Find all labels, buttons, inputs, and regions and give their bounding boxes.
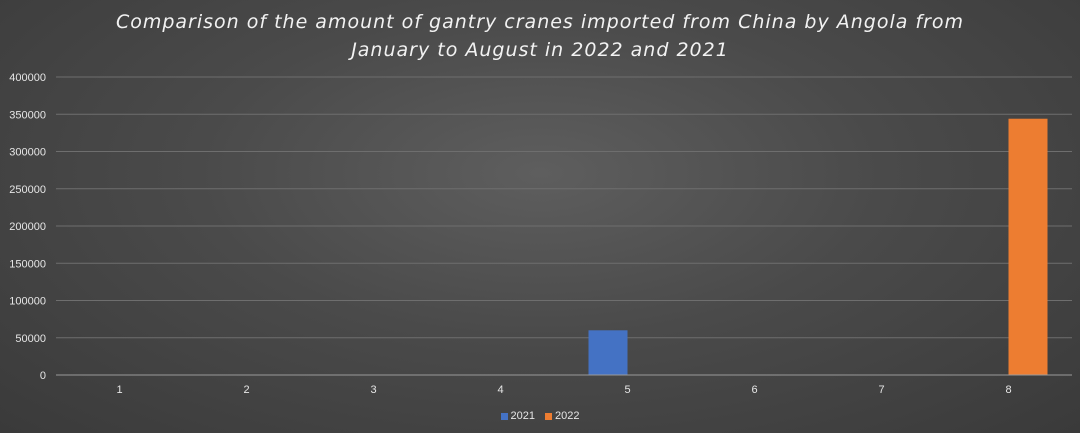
x-tick-label: 2 (243, 384, 249, 396)
bar-2022-8 (1008, 118, 1048, 375)
x-tick-label: 1 (116, 384, 122, 396)
x-tick-label: 4 (497, 384, 503, 396)
x-tick-label: 5 (624, 384, 630, 396)
legend: 2021 2022 (0, 410, 1080, 422)
x-tick-label: 7 (878, 384, 884, 396)
x-tick-label: 3 (370, 384, 376, 396)
y-tick-label: 150000 (9, 258, 46, 270)
y-tick-label: 400000 (9, 72, 46, 84)
gridlines (56, 76, 1072, 339)
x-tick-label: 8 (1005, 384, 1011, 396)
y-tick-label: 300000 (9, 147, 46, 159)
y-tick-label: 50000 (15, 333, 46, 345)
legend-label-2022: 2022 (555, 410, 580, 422)
legend-item-2021: 2021 (500, 410, 535, 422)
y-tick-label: 100000 (9, 296, 46, 308)
y-axis-ticks: 0 50000 100000 150000 200000 250000 300000 3500… (9, 72, 46, 382)
legend-label-2021: 2021 (510, 410, 535, 422)
y-tick-label: 350000 (9, 109, 46, 121)
legend-swatch-2021 (500, 412, 508, 420)
legend-swatch-2022 (545, 412, 552, 420)
bars (588, 118, 1048, 375)
legend-item-2022: 2022 (545, 410, 579, 422)
bar-2021-5 (588, 330, 628, 375)
y-tick-label: 0 (40, 370, 46, 382)
x-axis-ticks: 1 2 3 4 5 6 7 8 (116, 384, 1011, 396)
x-tick-label: 6 (751, 384, 757, 396)
y-tick-label: 250000 (9, 184, 46, 196)
chart-title: Comparison of the amount of gantry crane… (115, 11, 965, 61)
y-tick-label: 200000 (9, 221, 46, 233)
